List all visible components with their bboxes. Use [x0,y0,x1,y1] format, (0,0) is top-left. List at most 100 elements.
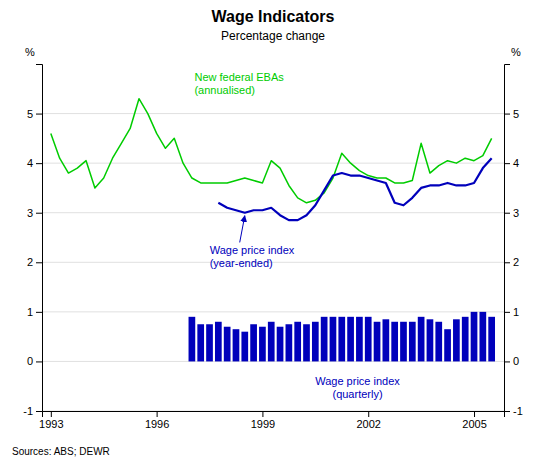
tick-label: 2 [513,256,519,268]
tick-label: 5 [513,108,519,120]
bar [224,327,231,362]
axis-label: % [511,46,521,58]
tick-label: 2002 [356,418,380,430]
bar [241,332,248,362]
tick: 0 [504,355,519,367]
tick-label: 4 [27,157,33,169]
title: Wage Indicators [212,8,335,25]
tick-label: -1 [23,405,33,417]
bar [374,322,381,362]
tick-label: -1 [513,405,523,417]
bar [259,327,266,362]
tick-mark [504,163,510,164]
annotations: New federal EBAs(annualised)Wage price i… [194,71,400,400]
tick: 3 [504,207,519,219]
tick-mark [368,411,369,417]
bar [233,329,240,361]
grid [42,114,504,411]
y2-axis: -1 0 1 2 3 4 5 [504,65,523,418]
tick: 2002 [356,411,380,430]
annotation: Wage price index [210,244,295,256]
grid-line [42,262,504,263]
axis-line [505,65,511,412]
bar-series [189,312,495,362]
annotation: (quarterly) [332,388,382,400]
bar [277,327,284,362]
bar [330,317,337,362]
bar [206,324,213,361]
tick: 2 [27,256,42,268]
tick-mark [504,312,510,313]
tick-mark [504,361,510,362]
tick-label: 2005 [462,418,486,430]
axis-line [36,65,43,412]
tick-mark [504,213,510,214]
tick-label: 1 [27,306,33,318]
tick: 5 [504,108,519,120]
tick-mark [36,411,42,412]
tick: 0 [27,355,42,367]
bar [303,324,310,361]
tick-mark [504,114,510,115]
tick-mark [36,312,42,313]
bar [356,317,363,362]
tick: 2005 [462,411,486,430]
bar [409,322,416,362]
grid-line [42,311,504,312]
tick-label: 5 [27,108,33,120]
grid-line [42,212,504,213]
y-axis: -1 0 1 2 3 4 5 [23,65,42,418]
annotation: Wage price index [315,375,400,387]
bar [488,317,495,362]
plot-marks [51,99,495,362]
source: Sources: ABS; DEWR [12,446,110,457]
annotation: (year-ended) [210,257,273,269]
tick-label: 1993 [39,418,63,430]
bar [215,322,222,362]
tick: 1999 [251,411,275,430]
tick: 3 [27,207,42,219]
tick-mark [36,163,42,164]
tick: 1996 [145,411,169,430]
bar [312,322,319,362]
tick-mark [36,114,42,115]
bar [268,322,275,362]
bar [383,319,390,361]
bar [444,329,451,361]
tick-mark [36,361,42,362]
axis-label: % [25,46,35,58]
tick-label: 1996 [145,418,169,430]
tick-mark [504,411,510,412]
bar [435,322,442,362]
subtitle: Percentage change [221,29,325,43]
bar [471,312,478,362]
grid-line [42,113,504,114]
tick: 4 [504,157,519,169]
x-axis: 1993 1996 1999 2002 2005 [39,411,504,430]
tick-label: 3 [27,207,33,219]
tick: 5 [27,108,42,120]
bar [197,324,204,361]
bar [400,322,407,362]
bar [189,317,196,362]
tick: 1 [27,306,42,318]
bar [391,322,398,362]
bar [321,317,328,362]
tick: -1 [23,405,42,417]
tick: 1 [504,306,519,318]
tick-mark [262,411,263,417]
tick-mark [157,411,158,417]
tick-mark [36,262,42,263]
tick-mark [504,262,510,263]
bar [427,319,434,361]
tick-mark [36,213,42,214]
tick-label: 3 [513,207,519,219]
chart-container: 1993 1996 1999 2002 2005 -1 0 1 2 3 4 5 -1 0 1 2 3 4 5%% Wa… [0,0,546,463]
bar [462,317,469,362]
tick-mark [51,411,52,417]
tick-label: 1999 [251,418,275,430]
tick-label: 2 [27,256,33,268]
tick: 2 [504,256,519,268]
bar [294,322,301,362]
annotation: (annualised) [194,84,255,96]
